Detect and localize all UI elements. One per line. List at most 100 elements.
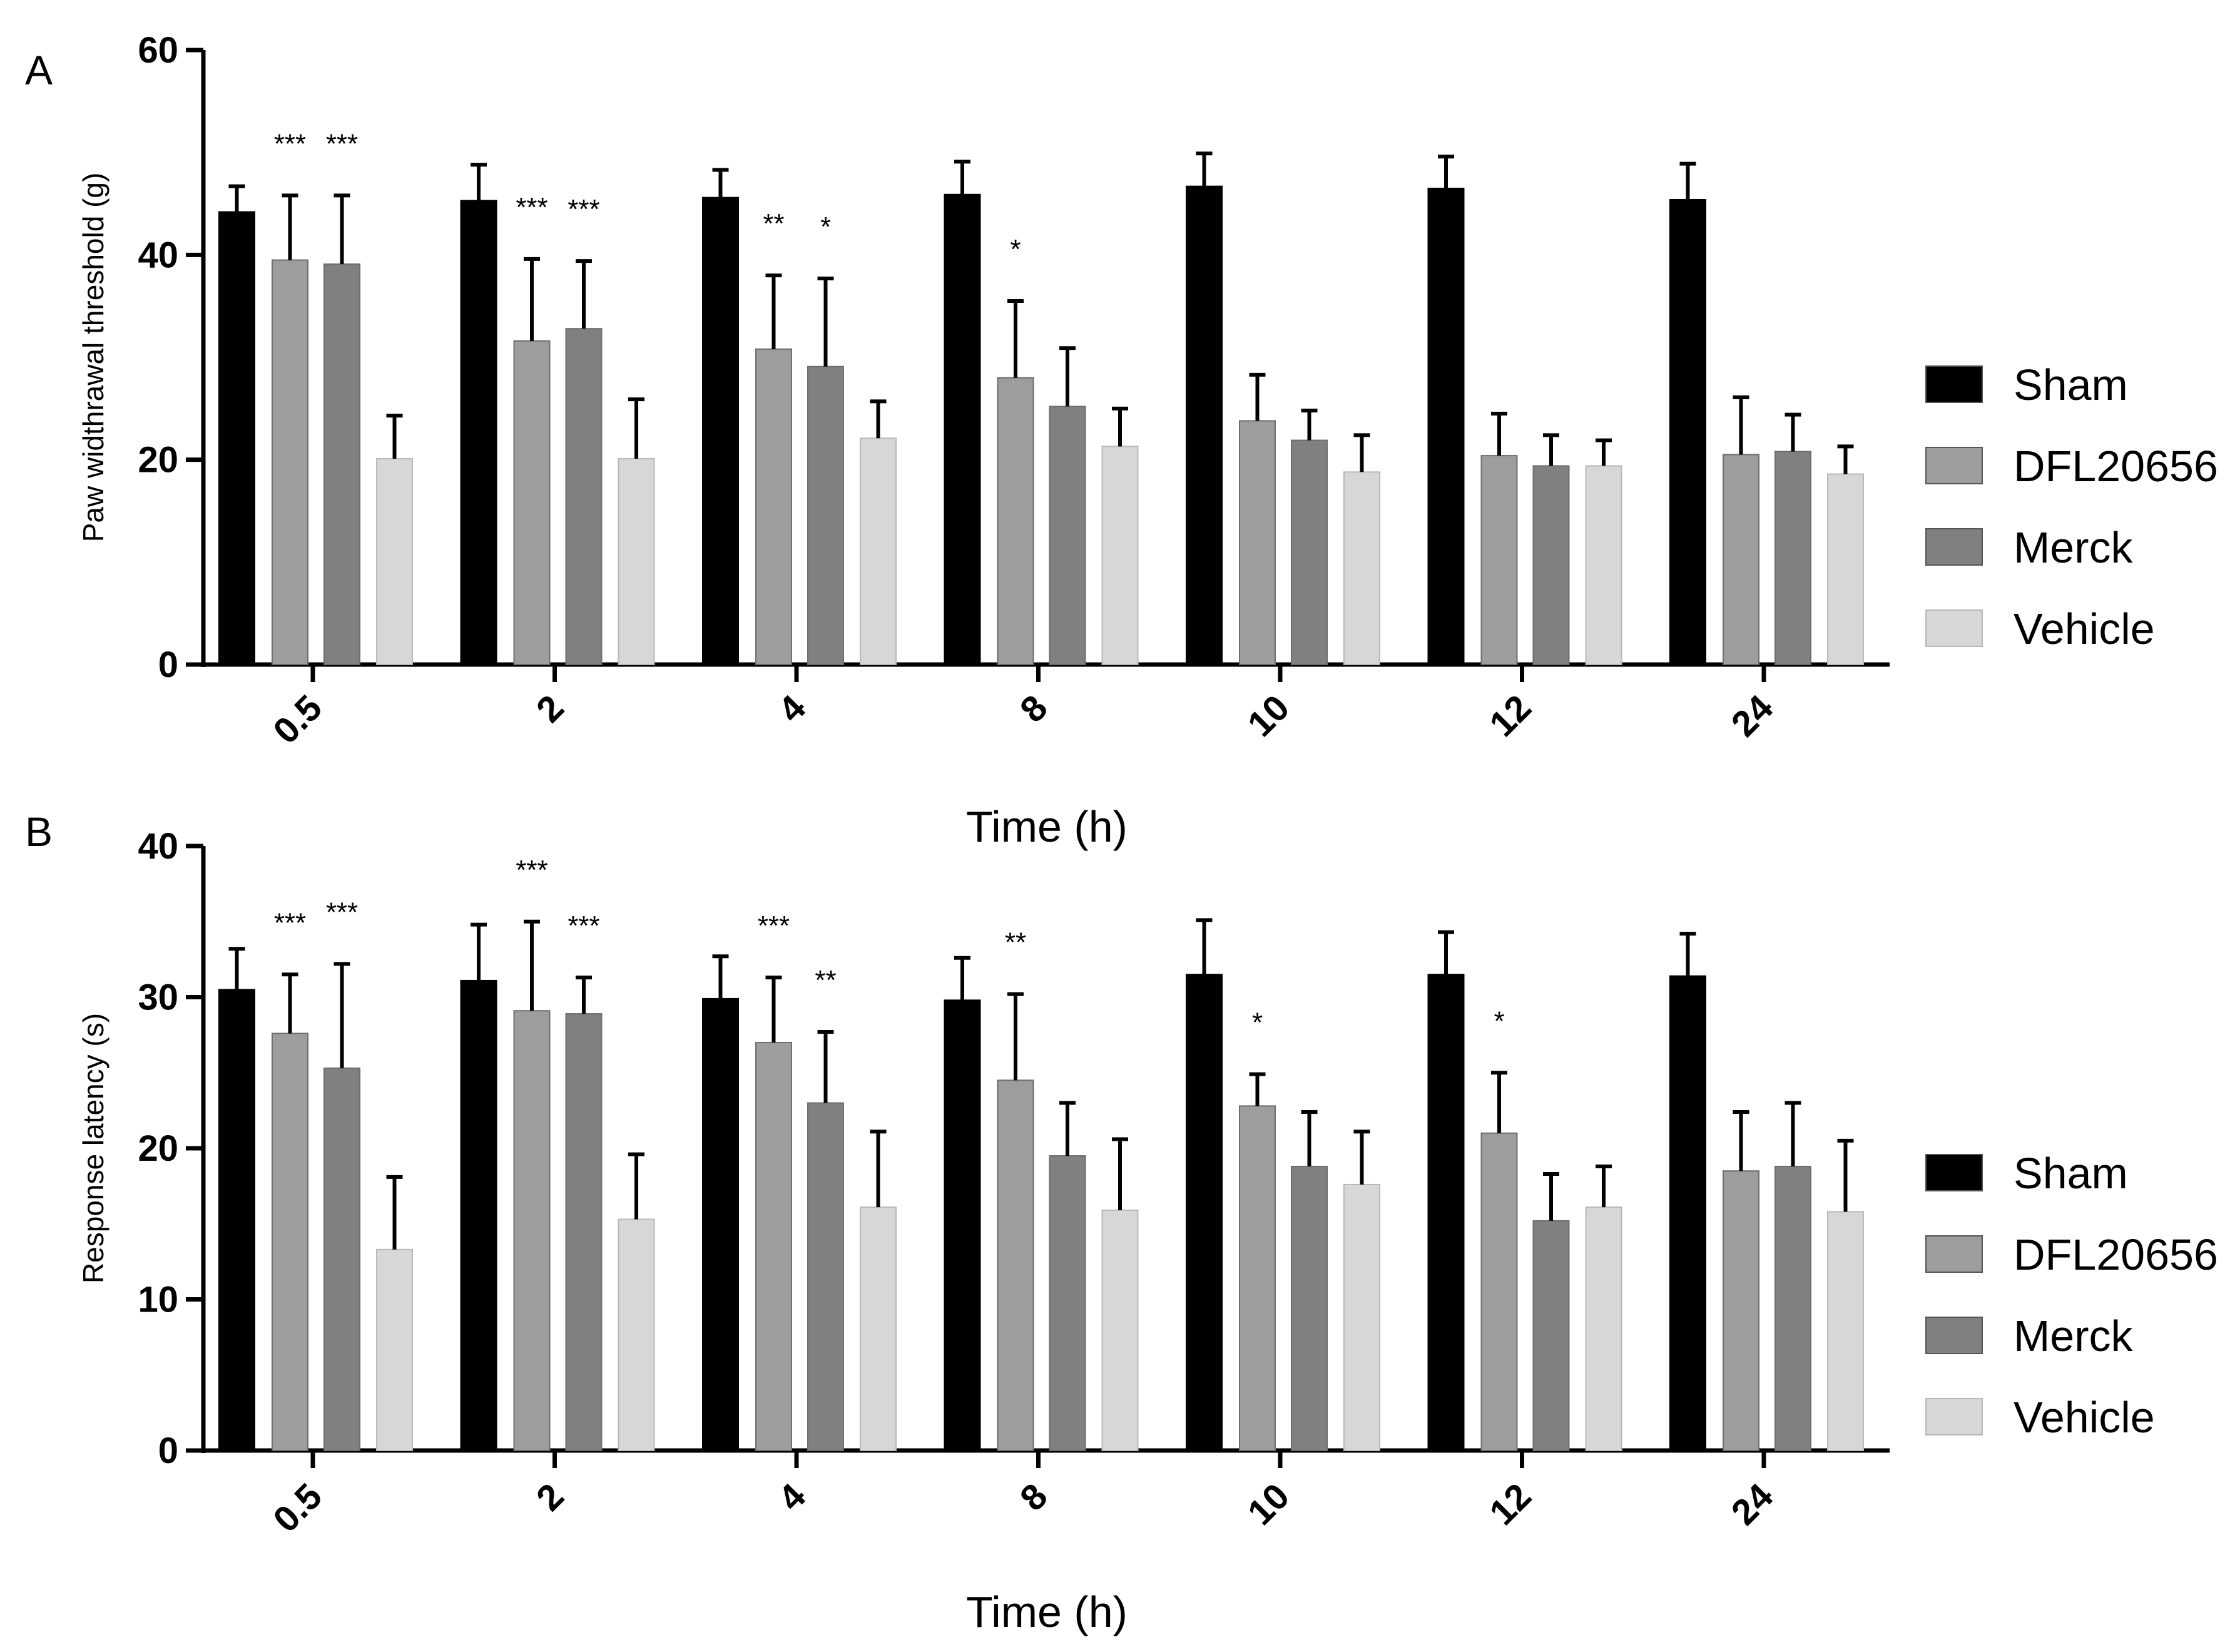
bar-sham-8 — [944, 193, 981, 665]
significance-marker: *** — [516, 855, 547, 885]
bar-sham-0.5 — [218, 211, 255, 665]
y-tick-label: 0 — [158, 1430, 178, 1471]
bar-sham-24 — [1669, 198, 1706, 666]
bar-sham-24 — [1669, 975, 1706, 1451]
bar-vehicle-24 — [1827, 473, 1864, 666]
bar-merck-12 — [1532, 465, 1570, 666]
bar-dfl20656-4 — [755, 1041, 792, 1451]
bar-vehicle-12 — [1585, 465, 1622, 666]
bar-vehicle-2 — [618, 458, 655, 666]
y-tick-label: 40 — [138, 826, 178, 867]
significance-marker: * — [1010, 234, 1021, 265]
legend-swatch-vehicle — [1925, 1398, 1983, 1435]
bar-dfl20656-4 — [755, 348, 792, 665]
panel-letter: B — [25, 808, 53, 855]
bar-dfl20656-8 — [997, 1079, 1034, 1451]
bar-sham-8 — [944, 999, 981, 1451]
bar-dfl20656-0.5 — [272, 1032, 308, 1451]
bar-dfl20656-0.5 — [272, 259, 308, 665]
bar-vehicle-4 — [860, 1206, 897, 1452]
bar-merck-10 — [1291, 1165, 1328, 1451]
y-tick-label: 40 — [138, 235, 178, 275]
legend-swatch-sham — [1925, 1154, 1983, 1191]
bar-dfl20656-2 — [513, 340, 551, 665]
bar-sham-10 — [1186, 974, 1223, 1451]
significance-marker: *** — [516, 192, 547, 223]
bar-vehicle-12 — [1585, 1206, 1622, 1452]
significance-marker: *** — [568, 910, 599, 941]
bar-dfl20656-24 — [1723, 454, 1759, 665]
bar-vehicle-10 — [1343, 471, 1380, 665]
legend-label-sham: Sham — [2014, 1149, 2128, 1198]
legend-label-sham: Sham — [2014, 360, 2128, 409]
bar-sham-0.5 — [218, 989, 255, 1452]
bar-vehicle-0.5 — [376, 458, 413, 666]
y-tick-label: 20 — [138, 440, 178, 481]
bar-merck-0.5 — [323, 263, 360, 665]
bar-merck-4 — [807, 365, 844, 665]
bar-merck-12 — [1532, 1220, 1570, 1452]
legend-label-merck: Merck — [2014, 523, 2134, 572]
significance-marker: ** — [1005, 927, 1026, 958]
y-axis-label: Paw widthrawal threshold (g) — [77, 173, 109, 543]
bar-sham-4 — [702, 196, 739, 665]
y-tick-label: 0 — [158, 645, 178, 685]
y-tick-label: 60 — [138, 30, 178, 71]
bar-sham-10 — [1186, 185, 1223, 665]
x-axis-label: Time (h) — [966, 1588, 1128, 1636]
bar-dfl20656-10 — [1239, 420, 1276, 665]
bar-vehicle-8 — [1101, 1210, 1139, 1451]
legend-label-vehicle: Vehicle — [2014, 1393, 2155, 1442]
bar-sham-4 — [702, 997, 739, 1452]
x-axis-label: Time (h) — [966, 802, 1128, 851]
bar-merck-2 — [565, 1013, 603, 1451]
bar-merck-2 — [565, 328, 603, 665]
legend-swatch-dfl20656 — [1925, 447, 1983, 484]
y-axis-label: Response latency (s) — [77, 1013, 109, 1283]
bar-merck-8 — [1049, 405, 1086, 665]
bar-sham-12 — [1427, 974, 1465, 1451]
legend-label-merck: Merck — [2014, 1312, 2134, 1360]
significance-marker: ** — [815, 965, 836, 996]
y-tick-label: 30 — [138, 977, 178, 1018]
bar-dfl20656-2 — [513, 1010, 551, 1451]
bar-vehicle-0.5 — [376, 1248, 413, 1452]
significance-marker: * — [820, 212, 831, 242]
panel-letter: A — [25, 47, 53, 93]
y-tick-label: 10 — [138, 1280, 178, 1320]
bar-merck-4 — [807, 1102, 844, 1452]
significance-marker: *** — [758, 910, 790, 941]
bar-merck-10 — [1291, 439, 1328, 665]
bar-dfl20656-24 — [1723, 1170, 1759, 1451]
bar-dfl20656-8 — [997, 377, 1034, 665]
bar-vehicle-2 — [618, 1218, 655, 1451]
bar-vehicle-8 — [1101, 446, 1139, 665]
bar-dfl20656-12 — [1480, 1132, 1518, 1451]
legend-label-vehicle: Vehicle — [2014, 604, 2155, 653]
bar-sham-2 — [460, 979, 497, 1452]
bar-merck-8 — [1049, 1155, 1086, 1451]
significance-marker: *** — [326, 897, 358, 927]
y-tick-label: 20 — [138, 1128, 178, 1169]
legend-label-dfl20656: DFL20656 — [2014, 1230, 2218, 1279]
significance-marker: * — [1494, 1006, 1504, 1036]
bar-vehicle-4 — [860, 437, 897, 666]
bar-dfl20656-10 — [1239, 1105, 1276, 1451]
legend-swatch-dfl20656 — [1925, 1235, 1983, 1273]
bar-sham-12 — [1427, 187, 1465, 665]
bar-merck-24 — [1774, 1165, 1811, 1451]
legend-swatch-merck — [1925, 1317, 1983, 1354]
bar-merck-0.5 — [323, 1068, 360, 1451]
significance-marker: ** — [763, 208, 784, 239]
significance-marker: *** — [274, 128, 306, 159]
significance-marker: *** — [568, 194, 599, 225]
bar-vehicle-10 — [1343, 1183, 1380, 1451]
significance-marker: *** — [326, 128, 358, 159]
bar-dfl20656-12 — [1480, 455, 1518, 665]
legend-label-dfl20656: DFL20656 — [2014, 442, 2218, 491]
legend-swatch-sham — [1925, 365, 1983, 403]
bar-merck-24 — [1774, 451, 1811, 665]
legend-swatch-merck — [1925, 528, 1983, 566]
bar-vehicle-24 — [1827, 1211, 1864, 1452]
